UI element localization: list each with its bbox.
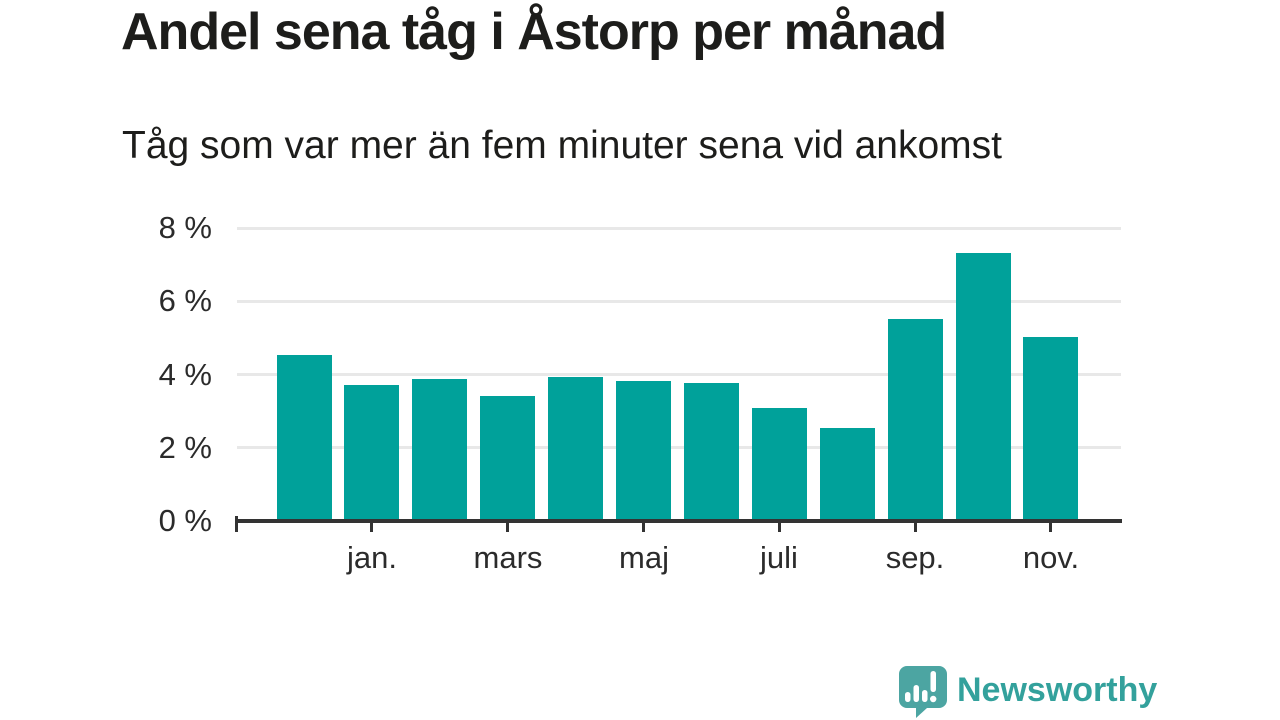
x-axis-tick bbox=[778, 521, 781, 532]
gridline bbox=[237, 227, 1121, 230]
gridline bbox=[237, 446, 1121, 449]
newsworthy-logo-icon bbox=[899, 666, 947, 718]
x-axis-tick bbox=[642, 521, 645, 532]
y-axis-tick-label: 6 % bbox=[158, 283, 212, 318]
y-axis-tick-label: 8 % bbox=[158, 210, 212, 245]
x-axis-tick bbox=[1049, 521, 1052, 532]
bar-month-9 bbox=[820, 428, 875, 520]
bar-month-6 bbox=[616, 381, 671, 520]
x-axis-tick bbox=[914, 521, 917, 532]
logo-bar-3-icon bbox=[922, 690, 928, 702]
bar-month-3 bbox=[412, 379, 467, 520]
bar-month-1 bbox=[277, 355, 332, 520]
bar-month-5 bbox=[548, 377, 603, 520]
x-axis-line bbox=[236, 519, 1122, 523]
x-axis-tick-label: jan. bbox=[347, 540, 397, 575]
x-axis-tick-label: juli bbox=[760, 540, 798, 575]
logo-exclamation-dot-icon bbox=[930, 695, 937, 703]
x-axis-tick bbox=[235, 516, 238, 532]
bar-month-10 bbox=[888, 319, 943, 520]
y-axis-tick-label: 0 % bbox=[158, 503, 212, 538]
x-axis-tick-label: nov. bbox=[1022, 540, 1080, 575]
bar-month-2 bbox=[344, 385, 399, 520]
bar-month-11 bbox=[956, 253, 1011, 520]
bar-month-4 bbox=[480, 396, 535, 520]
y-axis-tick-label: 2 % bbox=[158, 430, 212, 465]
gridline bbox=[237, 373, 1121, 376]
gridline bbox=[237, 300, 1121, 303]
y-axis-tick-label: 4 % bbox=[158, 357, 212, 392]
bar-month-12 bbox=[1023, 337, 1078, 520]
x-axis-tick-label: sep. bbox=[885, 540, 945, 575]
bar-month-7 bbox=[684, 383, 739, 520]
logo-bar-2-icon bbox=[913, 685, 919, 702]
brand-name: Newsworthy bbox=[957, 671, 1158, 709]
bar-month-8 bbox=[752, 408, 807, 520]
x-axis-tick-label: mars bbox=[473, 540, 543, 575]
x-axis-tick bbox=[506, 521, 509, 532]
chart-subtitle: Tåg som var mer än fem minuter sena vid … bbox=[122, 124, 1002, 167]
logo-bar-1-icon bbox=[905, 692, 911, 702]
x-axis-tick bbox=[370, 521, 373, 532]
x-axis-tick-label: maj bbox=[619, 540, 669, 575]
chart-title: Andel sena tåg i Åstorp per månad bbox=[121, 3, 947, 61]
logo-exclamation-stem-icon bbox=[930, 671, 936, 692]
